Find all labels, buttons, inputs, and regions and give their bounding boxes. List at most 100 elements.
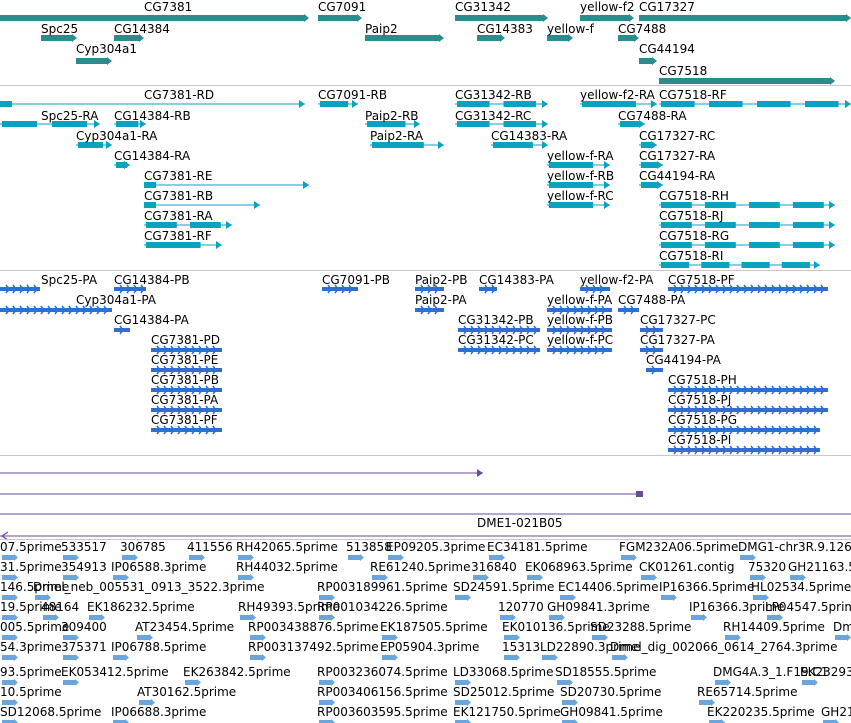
gene-glyph[interactable] bbox=[365, 34, 444, 42]
est-glyph[interactable] bbox=[250, 634, 266, 641]
est-glyph[interactable] bbox=[319, 679, 335, 686]
est-glyph[interactable] bbox=[2, 634, 18, 641]
est-label[interactable]: DMG1-chr3R.9.126 bbox=[738, 540, 851, 554]
protein-label[interactable]: CG7518-PF bbox=[668, 273, 735, 287]
protein-glyph[interactable] bbox=[151, 385, 222, 395]
est-label[interactable]: 513858 bbox=[346, 540, 392, 554]
est-glyph[interactable] bbox=[835, 634, 851, 641]
transcript-label[interactable]: yellow-f-RC bbox=[547, 189, 614, 203]
est-label[interactable]: Dmel_neb_005531_0913_3522.3prime bbox=[33, 580, 265, 594]
protein-glyph[interactable] bbox=[668, 405, 828, 415]
est-label[interactable]: RP003406156.5prime bbox=[317, 685, 448, 699]
est-glyph[interactable] bbox=[238, 554, 254, 561]
transcript-label[interactable]: Cyp304a1-RA bbox=[76, 129, 158, 143]
est-glyph[interactable] bbox=[527, 574, 543, 581]
transcript-label[interactable]: Spc25-RA bbox=[41, 109, 99, 123]
protein-label[interactable]: CG7518-PJ bbox=[668, 393, 732, 407]
est-label[interactable]: HL02534.5prime bbox=[751, 580, 851, 594]
est-label[interactable]: IP06688.3prime bbox=[111, 705, 207, 719]
est-glyph[interactable] bbox=[63, 634, 79, 641]
est-label[interactable]: RP003189961.5prime bbox=[317, 580, 448, 594]
gene-label[interactable]: yellow-f bbox=[547, 22, 594, 36]
transcript-glyph[interactable] bbox=[547, 161, 610, 169]
est-label[interactable]: IP16366.5prime bbox=[659, 580, 755, 594]
transcript-label[interactable]: yellow-f2-RA bbox=[580, 88, 655, 102]
est-glyph[interactable] bbox=[319, 719, 335, 723]
est-glyph[interactable] bbox=[767, 614, 783, 621]
protein-glyph[interactable] bbox=[151, 345, 222, 355]
gene-label[interactable]: CG31342 bbox=[455, 0, 511, 14]
est-label[interactable]: SD25012.5prime bbox=[453, 685, 555, 699]
protein-glyph[interactable] bbox=[547, 325, 612, 335]
cdna-glyph[interactable] bbox=[0, 531, 851, 541]
est-glyph[interactable] bbox=[691, 614, 707, 621]
est-glyph[interactable] bbox=[621, 554, 637, 561]
gene-label[interactable]: CG7091 bbox=[318, 0, 367, 14]
est-label[interactable]: GH09841.3prime bbox=[547, 600, 650, 614]
est-glyph[interactable] bbox=[319, 614, 335, 621]
est-label[interactable]: DMG4A.3_1.F19.C1 bbox=[713, 665, 829, 679]
est-label[interactable]: Dmel_dig_002066_0614_2764.3prime bbox=[610, 640, 838, 654]
protein-glyph[interactable] bbox=[668, 284, 828, 294]
transcript-glyph[interactable] bbox=[491, 141, 548, 149]
est-label[interactable]: EK068963.5prime bbox=[525, 560, 633, 574]
est-glyph[interactable] bbox=[455, 679, 471, 686]
gene-label[interactable]: Paip2 bbox=[365, 22, 398, 36]
est-glyph[interactable] bbox=[740, 554, 756, 561]
transcript-glyph[interactable] bbox=[370, 141, 444, 149]
gene-glyph[interactable] bbox=[659, 77, 835, 85]
est-glyph[interactable] bbox=[319, 594, 335, 601]
est-label[interactable]: GH21 bbox=[821, 705, 851, 719]
est-label[interactable]: EC14406.5prime bbox=[558, 580, 659, 594]
transcript-glyph[interactable] bbox=[547, 201, 610, 209]
gene-glyph[interactable] bbox=[114, 34, 144, 42]
transcript-label[interactable]: CG7518-RF bbox=[659, 88, 727, 102]
protein-glyph[interactable] bbox=[547, 345, 612, 355]
protein-glyph[interactable] bbox=[668, 425, 820, 435]
transcript-label[interactable]: CG17327-RA bbox=[639, 149, 716, 163]
transcript-label[interactable]: CG14384-RB bbox=[114, 109, 191, 123]
protein-label[interactable]: CG7381-PD bbox=[151, 333, 221, 347]
est-label[interactable]: 07.5prime bbox=[0, 540, 62, 554]
protein-glyph[interactable] bbox=[646, 365, 663, 375]
est-glyph[interactable] bbox=[122, 554, 138, 561]
gene-label[interactable]: CG14383 bbox=[477, 22, 533, 36]
est-glyph[interactable] bbox=[455, 719, 471, 723]
est-label[interactable]: EC34181.5prime bbox=[487, 540, 588, 554]
est-label[interactable]: EK010136.5prime bbox=[502, 620, 610, 634]
est-glyph[interactable] bbox=[35, 594, 51, 601]
est-glyph[interactable] bbox=[250, 654, 266, 661]
protein-label[interactable]: CG7091-PB bbox=[322, 273, 391, 287]
est-glyph[interactable] bbox=[139, 699, 155, 706]
est-label[interactable]: RH42065.5prime bbox=[236, 540, 338, 554]
est-glyph[interactable] bbox=[63, 554, 79, 561]
est-label[interactable]: 31.5prime bbox=[0, 560, 62, 574]
transcript-label[interactable]: CG44194-RA bbox=[639, 169, 716, 183]
est-label[interactable]: 375371 bbox=[61, 640, 107, 654]
protein-glyph[interactable] bbox=[151, 405, 222, 415]
est-label[interactable]: CK01261.contig bbox=[639, 560, 735, 574]
protein-label[interactable]: Cyp304a1-PA bbox=[76, 293, 156, 307]
protein-glyph[interactable] bbox=[580, 284, 610, 294]
transcript-glyph[interactable] bbox=[618, 120, 645, 128]
protein-glyph[interactable] bbox=[640, 345, 663, 355]
transcript-label[interactable]: CG14384-RA bbox=[114, 149, 191, 163]
est-label[interactable]: 15313 bbox=[502, 640, 541, 654]
est-glyph[interactable] bbox=[612, 654, 628, 661]
est-glyph[interactable] bbox=[113, 574, 129, 581]
protein-label[interactable]: yellow-f-PC bbox=[547, 333, 614, 347]
est-glyph[interactable] bbox=[709, 719, 725, 723]
transcript-glyph[interactable] bbox=[455, 120, 548, 128]
protein-label[interactable]: CG7381-PF bbox=[151, 413, 218, 427]
est-label[interactable]: EK220235.5prime bbox=[707, 705, 815, 719]
est-glyph[interactable] bbox=[473, 574, 489, 581]
est-glyph[interactable] bbox=[661, 594, 677, 601]
est-glyph[interactable] bbox=[2, 574, 18, 581]
est-label[interactable]: EK23293 bbox=[800, 665, 851, 679]
protein-label[interactable]: CG7381-PA bbox=[151, 393, 219, 407]
est-glyph[interactable] bbox=[790, 574, 806, 581]
transcript-glyph[interactable] bbox=[144, 241, 222, 249]
est-glyph[interactable] bbox=[372, 574, 388, 581]
gene-glyph[interactable] bbox=[0, 14, 309, 22]
protein-label[interactable]: Spc25-PA bbox=[41, 273, 98, 287]
